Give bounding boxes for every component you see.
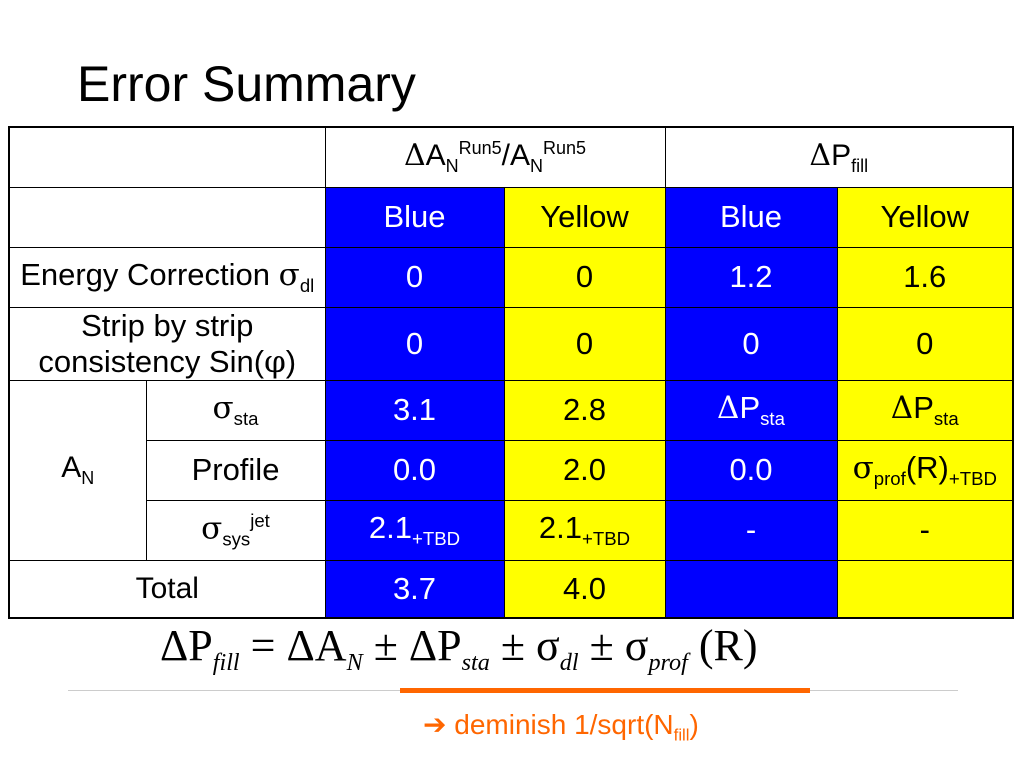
sys-yellow-p: -: [836, 499, 1014, 561]
accent-underline: [400, 688, 810, 693]
sta-yellow-p: ΔPsta: [836, 379, 1014, 441]
error-summary-table: ΔANRun5/ANRun5 ΔPfill Blue Yellow Blue Y…: [8, 126, 1014, 619]
energy-blue-p: 1.2: [664, 246, 838, 308]
energy-yellow-a: 0: [503, 246, 666, 308]
beam-empty-cell: [8, 186, 326, 248]
energy-blue-a: 0: [324, 246, 505, 308]
sys-blue-a: 2.1+TBD: [324, 499, 505, 561]
arrow-right-icon: ➔: [423, 708, 447, 741]
page-title: Error Summary: [77, 56, 416, 112]
sta-yellow-a: 2.8: [503, 379, 666, 441]
total-blue-a: 3.7: [324, 559, 505, 619]
table-row-sta: AN σsta 3.1 2.8 ΔPsta ΔPsta: [8, 379, 1014, 561]
total-label: Total: [8, 559, 326, 619]
sigma-sys-label: σsysjet: [145, 499, 326, 561]
energy-yellow-p: 1.6: [836, 246, 1014, 308]
header-blue-p: Blue: [664, 186, 838, 248]
sys-blue-p: -: [664, 499, 838, 561]
header-yellow-a: Yellow: [503, 186, 666, 248]
table-row-profile: Profile 0.0 2.0 0.0 σprof(R)+TBD: [9, 439, 1014, 501]
strip-yellow-p: 0: [836, 306, 1014, 381]
profile-yellow-p: σprof(R)+TBD: [836, 439, 1014, 501]
header-blue-a: Blue: [324, 186, 505, 248]
table-row-strip: Strip by strip consistency Sin(φ) 0 0 0 …: [8, 306, 1014, 381]
strip-blue-a: 0: [324, 306, 505, 381]
total-yellow-p: [836, 559, 1014, 619]
profile-yellow-a: 2.0: [503, 439, 666, 501]
strip-consistency-label: Strip by strip consistency Sin(φ): [8, 306, 326, 381]
strip-yellow-a: 0: [503, 306, 666, 381]
sta-blue-a: 3.1: [324, 379, 505, 441]
sys-yellow-a: 2.1+TBD: [503, 499, 666, 561]
table-row-energy: Energy Correction σdl 0 0 1.2 1.6: [8, 246, 1014, 308]
table-header-row: ΔANRun5/ANRun5 ΔPfill: [8, 126, 1014, 188]
deminish-note: ➔ deminish 1/sqrt(Nfill): [423, 708, 699, 745]
table-row-total: Total 3.7 4.0: [8, 559, 1014, 619]
energy-correction-label: Energy Correction σdl: [8, 246, 326, 308]
profile-blue-p: 0.0: [664, 439, 838, 501]
table-row-beam: Blue Yellow Blue Yellow: [8, 186, 1014, 248]
profile-blue-a: 0.0: [324, 439, 505, 501]
header-yellow-p: Yellow: [836, 186, 1014, 248]
sta-blue-p: ΔPsta: [664, 379, 838, 441]
total-blue-p: [664, 559, 838, 619]
table-row-sys: σsysjet 2.1+TBD 2.1+TBD - -: [9, 499, 1014, 561]
total-yellow-a: 4.0: [503, 559, 666, 619]
header-empty-cell: [8, 126, 326, 188]
header-an-ratio: ΔANRun5/ANRun5: [324, 126, 666, 188]
header-p-fill: ΔPfill: [664, 126, 1014, 188]
strip-blue-p: 0: [664, 306, 838, 381]
sigma-sta-label: σsta: [145, 379, 326, 441]
profile-label: Profile: [145, 439, 326, 501]
an-group-label: AN: [8, 379, 147, 561]
pfill-formula: ΔPfill = ΔAN ± ΔPsta ± σdl ± σprof (R): [160, 621, 758, 676]
